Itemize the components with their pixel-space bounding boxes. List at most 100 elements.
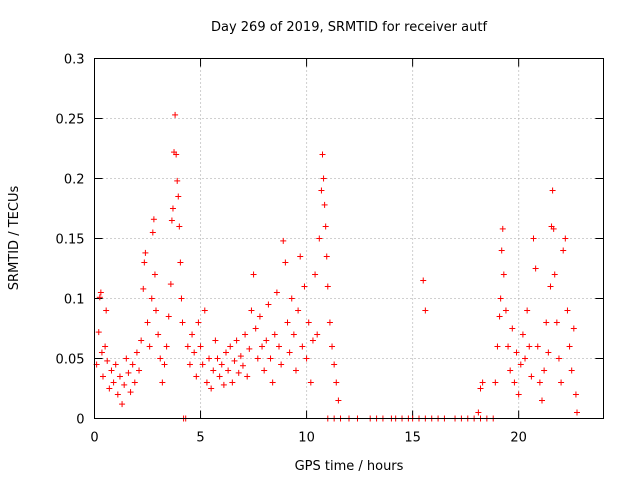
data-point: [477, 385, 484, 392]
data-point: [210, 367, 217, 374]
y-tick-label: 0.2: [64, 173, 85, 188]
data-point: [422, 307, 429, 314]
data-point: [212, 337, 219, 344]
data-point: [335, 397, 342, 404]
data-point: [269, 379, 276, 386]
data-point: [102, 343, 109, 350]
data-point: [502, 307, 509, 314]
data-point: [497, 295, 504, 302]
chart-title: Day 269 of 2019, SRMTID for receiver aut…: [211, 20, 487, 35]
data-point: [314, 331, 321, 338]
y-tick-label: 0.05: [56, 353, 85, 368]
data-point: [475, 409, 482, 416]
data-point: [173, 151, 180, 158]
data-point: [568, 367, 575, 374]
data-point: [142, 249, 149, 256]
data-point: [524, 307, 531, 314]
data-point: [555, 355, 562, 362]
data-point: [136, 367, 143, 374]
data-point: [265, 301, 272, 308]
data-point: [199, 361, 206, 368]
data-point: [295, 307, 302, 314]
data-point: [172, 111, 179, 118]
data-point: [195, 319, 202, 326]
data-point: [530, 235, 537, 242]
data-point: [218, 361, 225, 368]
data-point: [151, 271, 158, 278]
data-point: [157, 355, 164, 362]
data-point: [312, 271, 319, 278]
y-axis-label: SRMTID / TECUs: [7, 186, 22, 291]
data-point: [538, 397, 545, 404]
y-tick-label: 0.1: [64, 293, 85, 308]
data-point: [292, 367, 299, 374]
data-point: [197, 343, 204, 350]
data-point: [114, 391, 121, 398]
data-point: [235, 369, 242, 376]
data-point: [169, 205, 176, 212]
y-tick-label: 0: [76, 413, 84, 428]
data-point: [165, 313, 172, 320]
axis-ticks: 0 0.05 0.1 0.15 0.2 0.25 0.3 0 5 10 15 20: [56, 53, 604, 446]
data-point: [280, 237, 287, 244]
data-point: [318, 187, 325, 194]
data-points: [93, 111, 580, 422]
data-point: [500, 271, 507, 278]
data-point: [547, 283, 554, 290]
data-point: [97, 289, 104, 296]
data-point: [184, 343, 191, 350]
data-point: [244, 373, 251, 380]
data-point: [177, 259, 184, 266]
data-point: [509, 325, 516, 332]
data-point: [141, 259, 148, 266]
data-point: [254, 355, 261, 362]
data-point: [570, 325, 577, 332]
data-point: [175, 193, 182, 200]
data-point: [329, 343, 336, 350]
data-point: [271, 331, 278, 338]
data-point: [305, 319, 312, 326]
data-point: [553, 319, 560, 326]
data-point: [322, 223, 329, 230]
data-point: [522, 355, 529, 362]
x-tick-label: 10: [298, 431, 315, 446]
data-point: [528, 373, 535, 380]
data-point: [150, 216, 157, 223]
data-point: [116, 373, 123, 380]
data-point: [121, 381, 128, 388]
data-point: [284, 319, 291, 326]
data-point: [206, 355, 213, 362]
data-point: [549, 187, 556, 194]
data-point: [248, 307, 255, 314]
data-point: [558, 379, 565, 386]
data-point: [103, 307, 110, 314]
data-point: [104, 357, 111, 364]
data-point: [316, 235, 323, 242]
data-point: [123, 355, 130, 362]
data-point: [519, 331, 526, 338]
data-point: [492, 379, 499, 386]
data-point: [276, 343, 283, 350]
data-point: [526, 343, 533, 350]
data-point: [534, 343, 541, 350]
data-point: [303, 355, 310, 362]
data-point: [229, 379, 236, 386]
data-point: [331, 361, 338, 368]
data-point: [319, 151, 326, 158]
data-point: [562, 235, 569, 242]
data-point: [110, 379, 117, 386]
data-point: [515, 391, 522, 398]
data-point: [326, 319, 333, 326]
data-point: [112, 361, 119, 368]
data-point: [106, 385, 113, 392]
data-point: [252, 325, 259, 332]
data-point: [239, 362, 246, 369]
data-point: [282, 259, 289, 266]
data-point: [174, 177, 181, 184]
data-point: [550, 225, 557, 232]
x-tick-label: 20: [510, 431, 527, 446]
data-point: [498, 247, 505, 254]
data-point: [543, 319, 550, 326]
data-point: [320, 175, 327, 182]
